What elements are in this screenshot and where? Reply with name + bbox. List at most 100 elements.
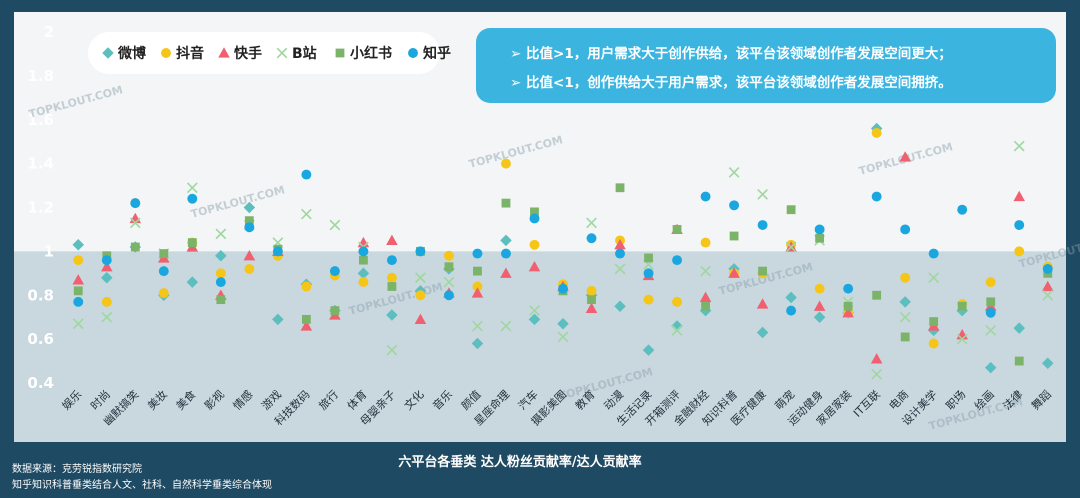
point-B站 bbox=[757, 188, 768, 200]
point-知乎 bbox=[501, 248, 511, 259]
point-小红书 bbox=[387, 282, 397, 291]
point-B站 bbox=[871, 368, 883, 380]
point-小红书 bbox=[530, 207, 539, 217]
legend-marker bbox=[161, 48, 171, 58]
point-知乎 bbox=[472, 248, 483, 259]
point-抖音 bbox=[928, 338, 939, 349]
point-B站 bbox=[956, 333, 968, 345]
point-微博 bbox=[357, 267, 370, 280]
point-快手 bbox=[500, 267, 512, 278]
y-tick-label: 1.6 bbox=[27, 111, 54, 129]
point-小红书 bbox=[359, 255, 368, 265]
x-axis-title: 六平台各垂类 达人粉丝贡献率/达人贡献率 bbox=[398, 454, 641, 470]
point-快手 bbox=[72, 274, 85, 285]
note-line-1: ➢ 比值>1，用户需求大于创作供给，该平台该领域创作者发展空间更大； bbox=[510, 45, 952, 62]
point-小红书 bbox=[758, 266, 767, 276]
point-小红书 bbox=[872, 290, 882, 300]
legend-box bbox=[88, 32, 440, 74]
point-小红书 bbox=[986, 297, 996, 307]
point-知乎 bbox=[643, 268, 654, 279]
point-知乎 bbox=[358, 246, 369, 257]
point-微博 bbox=[471, 337, 484, 350]
legend-marker bbox=[218, 47, 230, 58]
point-小红书 bbox=[900, 332, 910, 342]
point-B站 bbox=[614, 263, 626, 275]
legend-label: 抖音 bbox=[176, 45, 204, 62]
point-微博 bbox=[186, 276, 199, 288]
point-B站 bbox=[72, 318, 84, 330]
point-知乎 bbox=[871, 191, 882, 202]
point-快手 bbox=[870, 353, 883, 364]
point-小红书 bbox=[330, 306, 340, 316]
point-B站 bbox=[1042, 289, 1054, 301]
point-B站 bbox=[1013, 140, 1025, 152]
point-微博 bbox=[1013, 322, 1025, 334]
y-tick-label: 1.4 bbox=[27, 155, 54, 173]
point-微博 bbox=[243, 201, 256, 214]
point-微博 bbox=[72, 239, 85, 251]
point-快手 bbox=[585, 302, 598, 314]
point-小红书 bbox=[815, 233, 825, 243]
point-快手 bbox=[842, 307, 854, 318]
legend-marker bbox=[102, 47, 114, 59]
point-小红书 bbox=[1014, 356, 1024, 366]
point-小红书 bbox=[843, 301, 853, 311]
point-B站 bbox=[928, 272, 940, 284]
point-快手 bbox=[1041, 280, 1054, 292]
legend-label: 小红书 bbox=[350, 45, 392, 62]
point-知乎 bbox=[529, 213, 540, 224]
point-知乎 bbox=[985, 307, 996, 318]
point-微博 bbox=[899, 296, 911, 308]
point-小红书 bbox=[587, 295, 596, 305]
point-微博 bbox=[813, 311, 826, 323]
point-知乎 bbox=[244, 222, 255, 233]
point-小红书 bbox=[216, 295, 226, 305]
data-points bbox=[72, 122, 1054, 380]
point-微博 bbox=[557, 318, 569, 330]
point-知乎 bbox=[215, 277, 226, 288]
point-小红书 bbox=[929, 317, 939, 326]
point-知乎 bbox=[957, 204, 968, 215]
point-知乎 bbox=[301, 169, 312, 180]
point-快手 bbox=[899, 151, 911, 162]
point-小红书 bbox=[672, 225, 682, 234]
point-知乎 bbox=[558, 283, 568, 294]
point-快手 bbox=[386, 234, 398, 246]
point-小红书 bbox=[159, 249, 169, 258]
point-知乎 bbox=[386, 255, 397, 266]
point-微博 bbox=[614, 300, 626, 312]
point-知乎 bbox=[73, 296, 84, 307]
point-B站 bbox=[586, 217, 597, 229]
point-小红书 bbox=[701, 301, 710, 311]
point-快手 bbox=[300, 320, 313, 331]
point-小红书 bbox=[501, 198, 511, 208]
point-抖音 bbox=[386, 272, 397, 283]
point-小红书 bbox=[957, 301, 967, 311]
point-B站 bbox=[785, 241, 797, 253]
note-footnote: 知乎知识科普垂类结合人文、社科、自然科学垂类综合体现 bbox=[12, 478, 272, 491]
legend: 微博 抖音 快手 B站 小红书 知乎 bbox=[88, 32, 451, 74]
point-快手 bbox=[471, 287, 484, 298]
point-知乎 bbox=[672, 255, 683, 266]
point-快手 bbox=[813, 300, 826, 311]
point-抖音 bbox=[700, 237, 711, 248]
point-抖音 bbox=[244, 263, 255, 274]
point-快手 bbox=[699, 291, 712, 303]
y-tick-label: 1 bbox=[44, 242, 54, 260]
legend-marker bbox=[335, 48, 345, 58]
point-抖音 bbox=[985, 277, 996, 288]
point-知乎 bbox=[415, 246, 426, 257]
point-抖音 bbox=[301, 281, 312, 292]
point-B站 bbox=[443, 276, 455, 288]
point-小红书 bbox=[473, 266, 482, 276]
point-抖音 bbox=[586, 285, 597, 296]
point-知乎 bbox=[900, 224, 911, 235]
point-知乎 bbox=[928, 248, 939, 259]
point-微博 bbox=[756, 326, 769, 339]
legend-label: B站 bbox=[292, 45, 317, 62]
point-抖音 bbox=[900, 272, 911, 283]
point-微博 bbox=[528, 313, 541, 326]
point-微博 bbox=[215, 250, 227, 262]
